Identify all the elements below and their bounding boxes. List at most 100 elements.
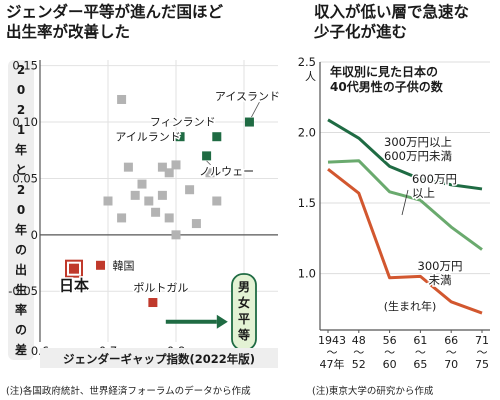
y-tick-label: 1.0 bbox=[298, 267, 316, 281]
y-tick-label: 0.15 bbox=[12, 59, 38, 73]
scatter-point-gray bbox=[205, 168, 215, 178]
scatter-point-gray bbox=[117, 213, 127, 223]
scatter-point-gray bbox=[117, 94, 127, 104]
y-tick-label: 0.10 bbox=[12, 115, 38, 129]
scatter-point-green bbox=[212, 132, 222, 142]
equality-badge-char: 平 bbox=[238, 312, 250, 326]
scatter-point-green bbox=[175, 132, 185, 142]
y-tick-label: 1.5 bbox=[298, 196, 316, 210]
x-tick-label: 56 bbox=[383, 334, 397, 347]
series-label: 未満 bbox=[429, 273, 452, 287]
x-axis-label-box bbox=[40, 348, 278, 368]
point-label: ポルトガル bbox=[133, 282, 188, 295]
y-axis-label-char: 0 bbox=[17, 83, 25, 97]
right-headline-line-2: 少子化が進む bbox=[314, 23, 408, 41]
series-label: 以上 bbox=[412, 186, 435, 200]
line-chart: 2.52.01.51.0人 年収別に見た日本の40代男性の子供の数1943〜47年… bbox=[298, 55, 490, 371]
line-chart-title: 年収別に見た日本の bbox=[330, 64, 438, 79]
x-tick-label: 〜 bbox=[477, 346, 488, 359]
x-tick-label: 〜 bbox=[446, 346, 457, 359]
y-axis-label-char: の bbox=[15, 243, 27, 257]
left-note: (注)各国政府統計、世界経済フォーラムのデータから作成 bbox=[6, 386, 251, 397]
scatter-point-red bbox=[148, 298, 158, 308]
equality-badge-char: 等 bbox=[237, 327, 250, 342]
point-label: アイルランド bbox=[115, 131, 180, 144]
x-tick-label: 〜 bbox=[415, 346, 426, 359]
y-tick-label: -0.05 bbox=[8, 284, 38, 298]
right-headline-line-1: 収入が低い層で急速な bbox=[314, 3, 470, 21]
series-label: 300万円 bbox=[418, 259, 463, 273]
x-tick-label: 61 bbox=[413, 334, 427, 347]
y-axis-label-char: 年 bbox=[15, 142, 27, 157]
y-tick-label: 2.5 bbox=[298, 55, 316, 69]
y-axis-label-box bbox=[8, 60, 34, 360]
scatter-point-gray bbox=[130, 190, 140, 200]
scatter-point-gray bbox=[171, 160, 181, 170]
x-tick-label: 47年 bbox=[320, 357, 345, 371]
scatter-point-gray bbox=[164, 213, 174, 223]
series-label: 600万円未満 bbox=[384, 149, 452, 163]
y-axis-label-char: 差 bbox=[14, 342, 27, 357]
scatter-point-gray bbox=[144, 196, 154, 206]
x-tick-label: 65 bbox=[413, 358, 427, 371]
left-headline-line-2: 出生率が改善した bbox=[6, 23, 131, 41]
y-axis-label-char: 1 bbox=[17, 123, 25, 137]
point-label: 韓国 bbox=[113, 259, 135, 272]
y-axis-label-char: 2 bbox=[17, 63, 25, 77]
equality-badge-label: 男女平等 bbox=[237, 280, 250, 342]
series-label: 600万円 bbox=[412, 172, 457, 186]
x-tick-label: 1943 bbox=[318, 334, 346, 347]
line-chart-title: 40代男性の子供の数 bbox=[330, 79, 444, 94]
scatter-point-gray bbox=[157, 190, 167, 200]
equality-badge-char: 女 bbox=[238, 295, 250, 310]
x-tick-label: 60 bbox=[383, 358, 397, 371]
scatter-point-gray bbox=[123, 162, 133, 172]
y-axis-label-char: 2 bbox=[17, 183, 25, 197]
right-note: (注)東京大学の研究から作成 bbox=[312, 386, 434, 397]
scatter-point-gray bbox=[185, 185, 195, 195]
right-headline: 収入が低い層で急速な 少子化が進む bbox=[314, 2, 469, 42]
y-axis-label-char: 年 bbox=[15, 222, 27, 237]
x-tick-label: 66 bbox=[444, 334, 458, 347]
y-axis-label-char: と bbox=[15, 163, 27, 177]
scatter-point-gray bbox=[157, 162, 167, 172]
y-unit-label: 人 bbox=[305, 70, 316, 83]
x-axis-label: (生まれ年) bbox=[384, 299, 437, 313]
y-axis-label-char: 2 bbox=[17, 103, 25, 117]
series-line bbox=[327, 159, 483, 251]
point-label: ノルウェー bbox=[199, 165, 254, 178]
x-tick-label: 75 bbox=[475, 358, 489, 371]
x-tick-label: 〜 bbox=[384, 346, 395, 359]
left-headline-line-1: ジェンダー平等が進んだ国ほど bbox=[6, 3, 224, 21]
y-tick-label: 2.0 bbox=[298, 126, 316, 140]
y-axis-label-char: 率 bbox=[15, 302, 27, 317]
scatter-point-gray bbox=[137, 179, 147, 189]
x-tick-label: 〜 bbox=[353, 346, 364, 359]
series-label: 300万円以上 bbox=[384, 135, 452, 149]
y-axis-label-char: 0 bbox=[17, 203, 25, 217]
scatter-point-red bbox=[96, 260, 106, 270]
scatter-point-gray bbox=[151, 207, 161, 217]
y-axis-label-char: 生 bbox=[15, 282, 27, 297]
scatter-point-gray bbox=[164, 168, 174, 178]
point-label: 日本 bbox=[59, 277, 89, 295]
scatter-point-gray bbox=[171, 230, 181, 240]
y-tick-label: 0.05 bbox=[12, 171, 38, 185]
scatter-point-gray bbox=[103, 196, 113, 206]
leader-line bbox=[251, 101, 260, 118]
x-tick-label: 〜 bbox=[327, 346, 338, 359]
y-axis-label-char: の bbox=[15, 323, 27, 337]
y-axis-label: 2 0 2 1 年と 2 0 年の出生率の差 bbox=[14, 63, 27, 357]
x-axis-label: ジェンダーギャップ指数(2022年版) bbox=[63, 352, 255, 366]
series-leader-line bbox=[401, 189, 409, 216]
point-label: アイスランド bbox=[215, 90, 280, 103]
scatter-point-gray bbox=[191, 219, 201, 229]
scatter-point-green bbox=[244, 117, 254, 127]
x-tick-label: 52 bbox=[352, 358, 366, 371]
leader-line bbox=[206, 160, 211, 166]
scatter-point-green bbox=[202, 151, 212, 161]
x-tick-label: 71 bbox=[475, 334, 489, 347]
series-line bbox=[327, 118, 483, 191]
point-label: フィンランド bbox=[150, 116, 216, 129]
